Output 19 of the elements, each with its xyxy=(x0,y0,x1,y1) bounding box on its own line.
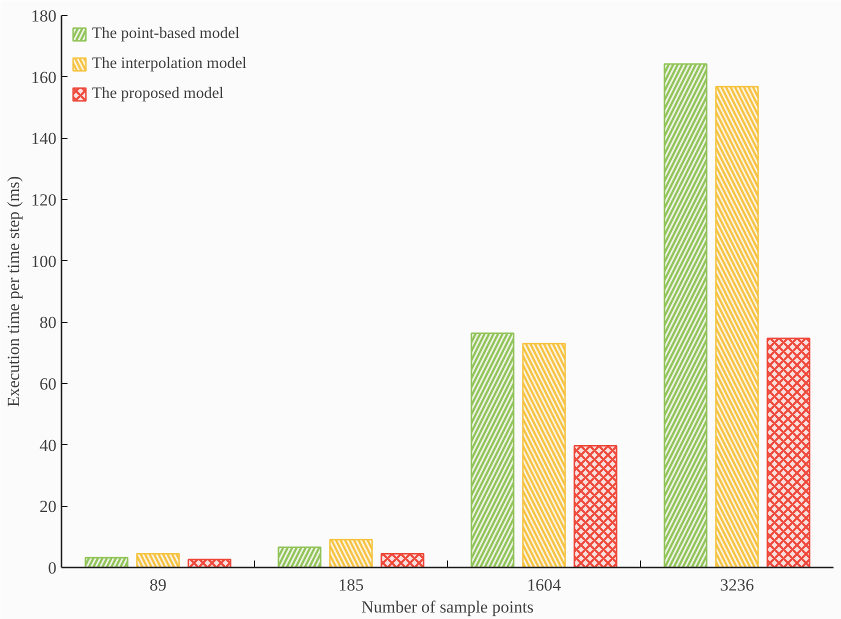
y-tick-label: 0 xyxy=(48,558,56,578)
legend-label: The point-based model xyxy=(92,25,240,43)
y-tick-label: 160 xyxy=(31,68,56,87)
y-tick-label: 140 xyxy=(31,129,56,148)
y-axis-title: Execution time per time step (ms) xyxy=(4,176,23,407)
y-tick-label: 20 xyxy=(40,497,56,516)
y-tick-label: 100 xyxy=(31,252,56,271)
x-tick-label: 89 xyxy=(150,576,166,594)
x-tick-label: 1604 xyxy=(527,576,562,594)
x-axis-title: Number of sample points xyxy=(361,598,534,616)
x-tick-label: 185 xyxy=(338,576,364,594)
y-tick-label: 60 xyxy=(40,374,56,394)
legend-label: The proposed model xyxy=(92,85,224,103)
y-tick-label: 180 xyxy=(31,6,56,26)
y-tick-label: 80 xyxy=(40,313,56,332)
y-tick-label: 120 xyxy=(31,190,56,210)
legend-label: The interpolation model xyxy=(92,55,247,73)
y-tick-label: 40 xyxy=(40,436,56,455)
x-tick-label: 3236 xyxy=(720,576,754,594)
